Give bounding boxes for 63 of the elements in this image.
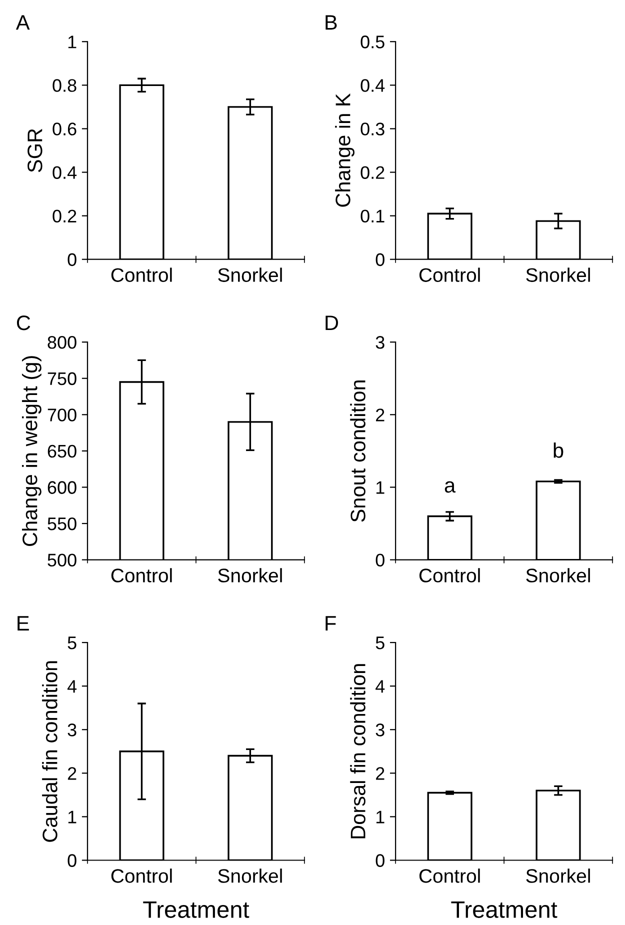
y-tick-label: 0.4 <box>52 166 77 179</box>
y-tick-label: 1 <box>68 36 76 48</box>
y-tick-label: 0 <box>376 554 384 567</box>
y-tick-label: 800 <box>48 336 76 349</box>
y-tick-label: 0.2 <box>52 210 76 223</box>
chart-title: D <box>326 316 338 330</box>
y-axis-title: Change in weight (g) <box>22 356 42 546</box>
y-tick-label: 700 <box>48 408 76 422</box>
y-tick-label: 0.3 <box>360 122 384 136</box>
y-tick-label: 0.6 <box>52 122 76 136</box>
x-axis-title: Treatment <box>451 901 558 918</box>
y-axis-title: Snout condition <box>350 380 366 522</box>
y-tick-label: 500 <box>48 554 76 567</box>
y-tick-label: 750 <box>48 372 76 386</box>
y-tick-label: 3 <box>376 724 384 736</box>
x-tick-label: Snorkel <box>218 268 282 282</box>
x-tick-label: Control <box>111 268 172 282</box>
y-tick-label: 4 <box>376 680 385 693</box>
x-axis-title: Treatment <box>143 901 250 918</box>
x-tick-label: Snorkel <box>218 568 282 582</box>
y-tick-label: 2 <box>68 767 76 780</box>
x-tick-label: Snorkel <box>526 568 590 582</box>
x-tick-label: Snorkel <box>218 868 282 883</box>
chart-title: B <box>326 15 337 30</box>
y-tick-label: 550 <box>48 517 76 530</box>
y-tick-label: 0.4 <box>360 79 385 92</box>
x-tick-label: Snorkel <box>526 868 590 883</box>
y-tick-label: 4 <box>67 680 77 693</box>
y-tick-label: 5 <box>68 636 76 650</box>
chart-title: E <box>18 616 29 630</box>
y-tick-label: 2 <box>376 767 384 780</box>
y-axis-title: Dorsal fin condition <box>350 664 366 838</box>
y-axis-title: Change in K <box>335 93 354 207</box>
y-tick-label: 0.2 <box>360 166 384 179</box>
y-axis-title: Caudal fin condition <box>42 661 58 842</box>
y-tick-label: 0 <box>68 253 76 266</box>
y-tick-label: 1 <box>68 810 76 824</box>
x-tick-label: Control <box>419 568 480 582</box>
y-tick-label: 0 <box>68 854 76 867</box>
y-tick-label: 1 <box>376 481 384 494</box>
y-tick-label: 2 <box>376 408 384 422</box>
y-tick-label: 5 <box>376 636 384 650</box>
y-axis-title: SGR <box>28 128 42 172</box>
annotation: b <box>554 442 564 458</box>
y-tick-label: 0.5 <box>360 36 384 48</box>
annotation: a <box>444 481 456 493</box>
x-tick-label: Snorkel <box>526 268 590 282</box>
y-tick-label: 0 <box>376 253 384 266</box>
y-tick-label: 600 <box>48 481 76 494</box>
y-tick-label: 3 <box>376 336 384 349</box>
chart-title: A <box>16 15 30 30</box>
y-tick-label: 1 <box>376 810 384 824</box>
y-tick-label: 3 <box>68 724 76 736</box>
y-tick-label: 0.1 <box>360 210 384 223</box>
x-tick-label: Control <box>419 268 480 282</box>
chart-title: C <box>16 316 30 330</box>
y-tick-label: 650 <box>48 444 76 458</box>
y-tick-label: 0.8 <box>52 79 76 92</box>
x-tick-label: Control <box>419 868 480 883</box>
y-tick-label: 0 <box>376 854 384 867</box>
x-tick-label: Control <box>111 868 172 883</box>
x-tick-label: Control <box>111 568 172 582</box>
chart-title: F <box>326 616 336 630</box>
